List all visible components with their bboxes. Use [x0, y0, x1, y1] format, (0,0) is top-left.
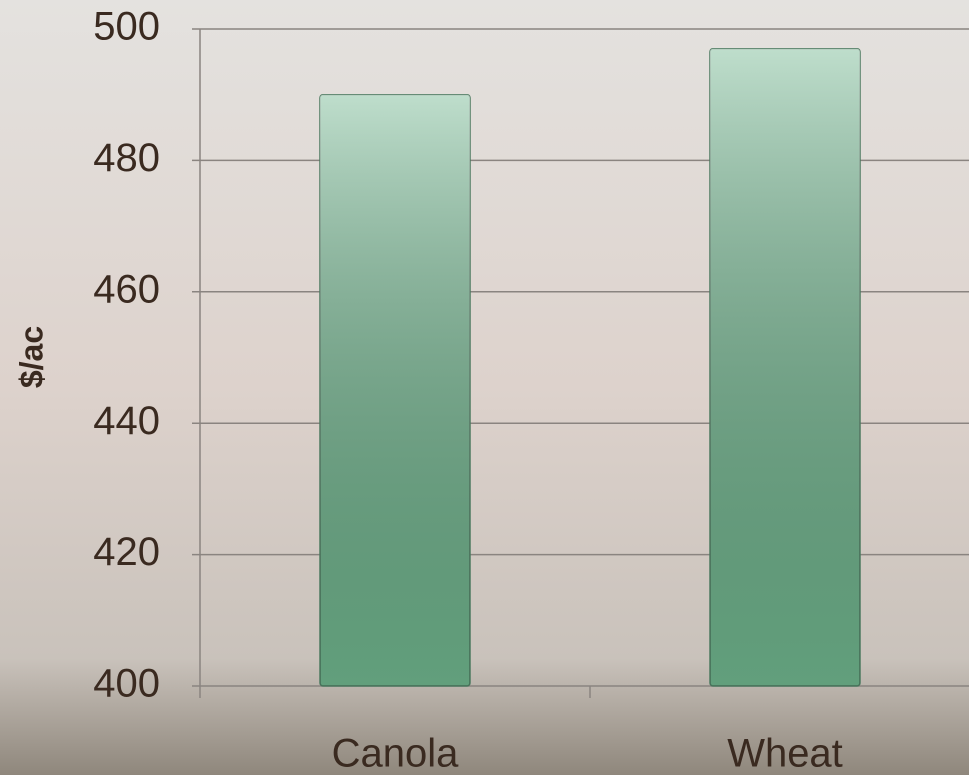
- y-tick-label: 440: [93, 399, 160, 443]
- y-axis-title: $/ac: [13, 326, 49, 388]
- y-tick-label: 460: [93, 267, 160, 311]
- y-tick-label: 500: [93, 5, 160, 49]
- y-tick-label: 420: [93, 530, 160, 574]
- bar-shine: [320, 94, 470, 686]
- x-tick-label: Wheat: [727, 732, 843, 775]
- bar-shine: [710, 48, 860, 686]
- y-tick-label: 400: [93, 662, 160, 706]
- y-tick-label: 480: [93, 136, 160, 180]
- x-tick-label: Canola: [332, 732, 460, 775]
